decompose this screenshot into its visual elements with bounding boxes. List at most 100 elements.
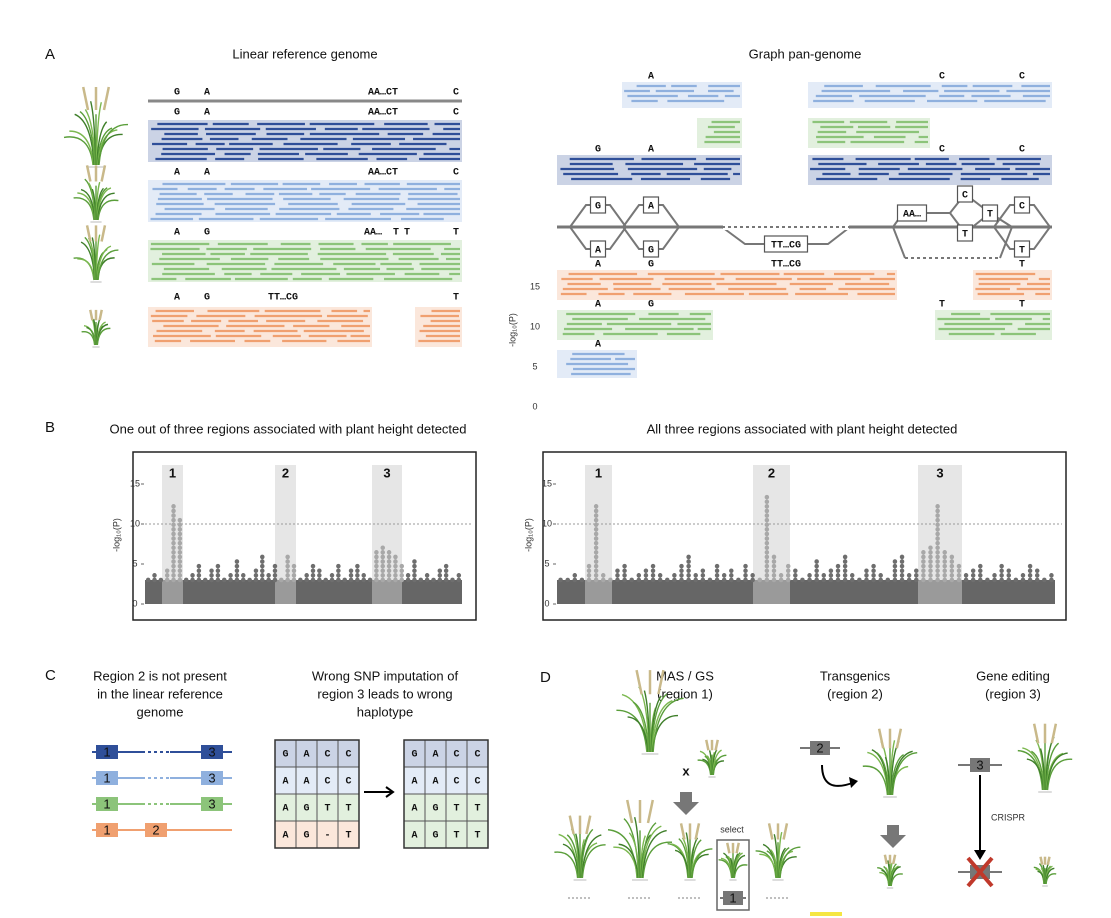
graph-node-label: TT…CG — [771, 241, 801, 252]
grid-base: T — [474, 804, 480, 815]
plant-head — [81, 86, 90, 111]
plant-blade — [554, 851, 579, 879]
plant-blade — [890, 873, 903, 887]
grid-base: G — [282, 750, 288, 761]
plant-blade — [581, 844, 606, 879]
plant-head — [895, 728, 903, 749]
grid-base: C — [324, 750, 330, 761]
plant-blade — [642, 841, 673, 879]
select-box — [716, 839, 750, 911]
baseline-region — [753, 580, 790, 604]
read-block — [148, 240, 462, 282]
region-label: 3 — [383, 465, 390, 480]
plant-blade — [627, 716, 649, 753]
marker-box — [810, 741, 830, 755]
plant-blade — [733, 864, 748, 879]
plant-blade — [632, 701, 650, 753]
variant-base: G — [174, 108, 180, 119]
grid-base: A — [411, 777, 417, 788]
reference-base: C — [453, 88, 459, 99]
plant-head — [568, 815, 575, 835]
plant-head — [679, 823, 686, 840]
column-title: Transgenics — [820, 668, 891, 683]
plant-blade — [651, 700, 673, 753]
plant-blade — [562, 843, 580, 879]
region-label: 1 — [169, 465, 176, 480]
plant-blade — [73, 257, 95, 281]
region-label: 1 — [595, 465, 602, 480]
variant-base: TT…CG — [268, 293, 298, 304]
plant-head — [85, 165, 92, 182]
grid-base: A — [303, 750, 309, 761]
panel-title: Graph pan-genome — [749, 46, 862, 61]
region-box — [145, 823, 167, 837]
reference-base: G — [174, 88, 180, 99]
plant-blade — [862, 765, 889, 796]
region-box — [96, 745, 118, 759]
grid-base: A — [282, 831, 288, 842]
variant-base: T — [939, 300, 945, 311]
region-box-label: 1 — [103, 796, 110, 811]
y-tick-label: 15 — [542, 478, 552, 488]
axis-label: -log₁₀(P) — [523, 518, 533, 552]
grid-base: T — [453, 804, 459, 815]
panel-label: C — [45, 667, 56, 684]
region-box — [201, 771, 223, 785]
plant-blade — [97, 249, 119, 281]
grid-base: C — [453, 750, 459, 761]
variant-base: A — [204, 168, 210, 179]
plant-head — [883, 854, 889, 865]
baseline-region — [585, 580, 612, 604]
graph-node-label: C — [1019, 202, 1025, 213]
cross-sign: x — [682, 763, 690, 778]
variant-base: T — [1019, 300, 1025, 311]
grid-base: A — [432, 777, 438, 788]
grid-base: C — [474, 777, 480, 788]
plant-blade — [867, 751, 889, 796]
plant-head — [891, 854, 897, 865]
graph-node-label: T — [987, 210, 993, 221]
panel-text: genome — [137, 704, 184, 719]
reference-base: AA…CT — [368, 88, 398, 99]
plant-blade — [1046, 752, 1064, 791]
plant-head — [89, 309, 94, 321]
marker-label: 2 — [816, 740, 823, 755]
graph-node — [589, 240, 607, 258]
variant-base: T — [453, 293, 459, 304]
grid-base: C — [345, 777, 351, 788]
graph-bubble — [992, 204, 1052, 250]
baseline-region — [275, 580, 296, 604]
region-box-label: 1 — [103, 744, 110, 759]
grid-base: A — [282, 777, 288, 788]
grid-base: A — [411, 831, 417, 842]
plant-blade — [1046, 758, 1073, 791]
marker-box — [723, 891, 743, 905]
plant-head — [714, 739, 719, 751]
plant-head — [877, 728, 885, 749]
arrow-head — [849, 777, 858, 788]
grid-base: - — [324, 831, 330, 842]
plant-blade — [1022, 747, 1044, 791]
plant-head — [100, 165, 107, 182]
variant-base: T — [393, 228, 399, 239]
plot-title: One out of three regions associated with… — [109, 421, 466, 436]
region-band — [275, 465, 296, 604]
plant-head — [646, 799, 655, 824]
plant-blade — [95, 102, 103, 166]
grid-base: C — [324, 777, 330, 788]
plant-head — [735, 842, 740, 854]
select-label: select — [720, 824, 744, 834]
baseline-region — [918, 580, 962, 604]
plant-head — [1046, 856, 1051, 866]
variant-base: C — [939, 72, 945, 83]
plant-blade — [691, 848, 713, 879]
variant-base: T — [404, 228, 410, 239]
variant-base: G — [204, 293, 210, 304]
grid-base: C — [474, 750, 480, 761]
plant-head — [625, 799, 634, 824]
plant-head — [705, 739, 710, 751]
grid-frame — [274, 739, 360, 849]
variant-base: A — [595, 340, 601, 351]
plant-head — [98, 309, 103, 321]
variant-base: TT…CG — [771, 260, 801, 271]
